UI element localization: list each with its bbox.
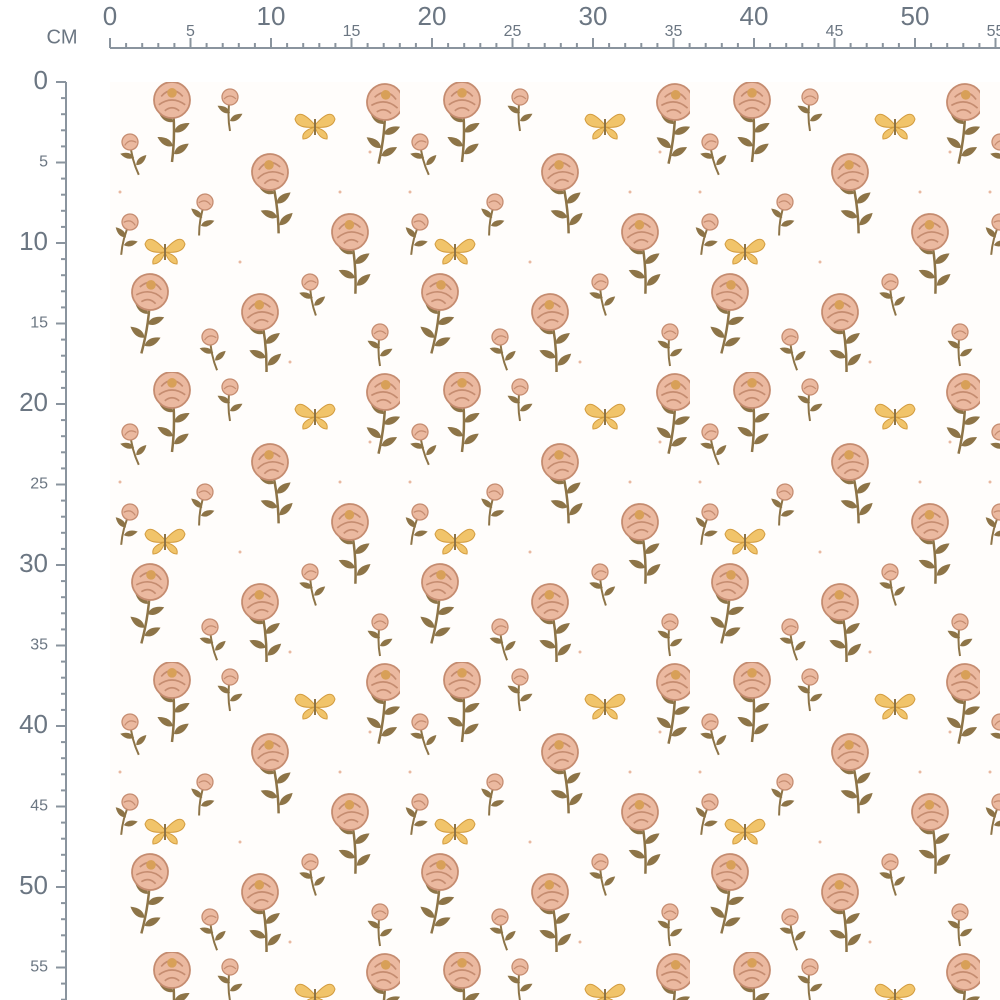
left-ruler-label: 35 (30, 637, 48, 654)
top-ruler-label: 40 (740, 1, 769, 31)
top-ruler-label: 5 (186, 23, 195, 40)
left-ruler-label: 10 (19, 226, 48, 256)
left-ruler-label: 30 (19, 548, 48, 578)
rulers: 0 5 10 15 20 25 30 35 40 45 50 55 0 5 10 15 20 25 30 35 40 45… (19, 1, 1000, 1000)
left-ruler-label: 15 (30, 315, 48, 332)
top-ruler-label: 45 (826, 23, 844, 40)
left-ruler-label: 20 (19, 387, 48, 417)
left-ruler-label: 40 (19, 709, 48, 739)
top-ruler-label: 55 (987, 23, 1000, 40)
top-ruler-label: 35 (665, 23, 683, 40)
fabric-pattern (110, 82, 1000, 1000)
left-ruler-label: 0 (34, 65, 48, 95)
left-ruler-label: 55 (30, 959, 48, 976)
top-ruler-label: 20 (418, 1, 447, 31)
top-ruler-label: 15 (343, 23, 361, 40)
left-ruler-label: 5 (39, 154, 48, 171)
top-ruler-label: 10 (257, 1, 286, 31)
left-ruler-label: 50 (19, 870, 48, 900)
unit-label: CM (46, 26, 77, 48)
left-ruler-label: 25 (30, 476, 48, 493)
top-ruler-label: 30 (579, 1, 608, 31)
top-ruler-label: 50 (901, 1, 930, 31)
top-ruler-label: 25 (504, 23, 522, 40)
left-ruler-label: 45 (30, 798, 48, 815)
top-ruler-label: 0 (103, 1, 117, 31)
